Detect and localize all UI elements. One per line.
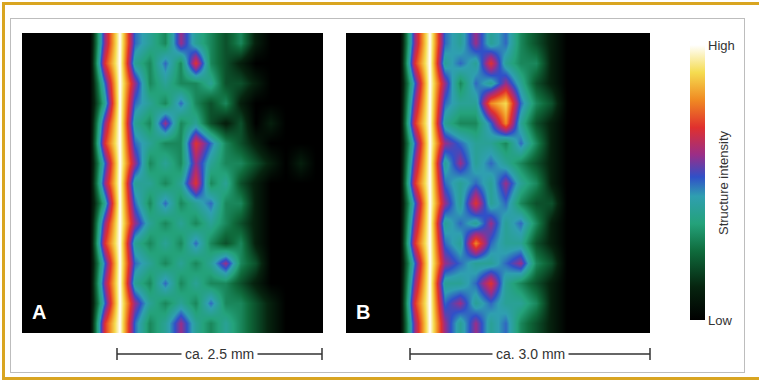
svg-text:ca. 2.5 mm: ca. 2.5 mm [185, 346, 254, 362]
svg-text:A: A [32, 301, 46, 323]
svg-text:Low: Low [708, 313, 732, 328]
svg-text:B: B [356, 301, 370, 323]
svg-text:Structure intensity: Structure intensity [716, 130, 731, 235]
svg-text:ca. 3.0 mm: ca. 3.0 mm [496, 346, 565, 362]
svg-text:High: High [708, 38, 735, 53]
